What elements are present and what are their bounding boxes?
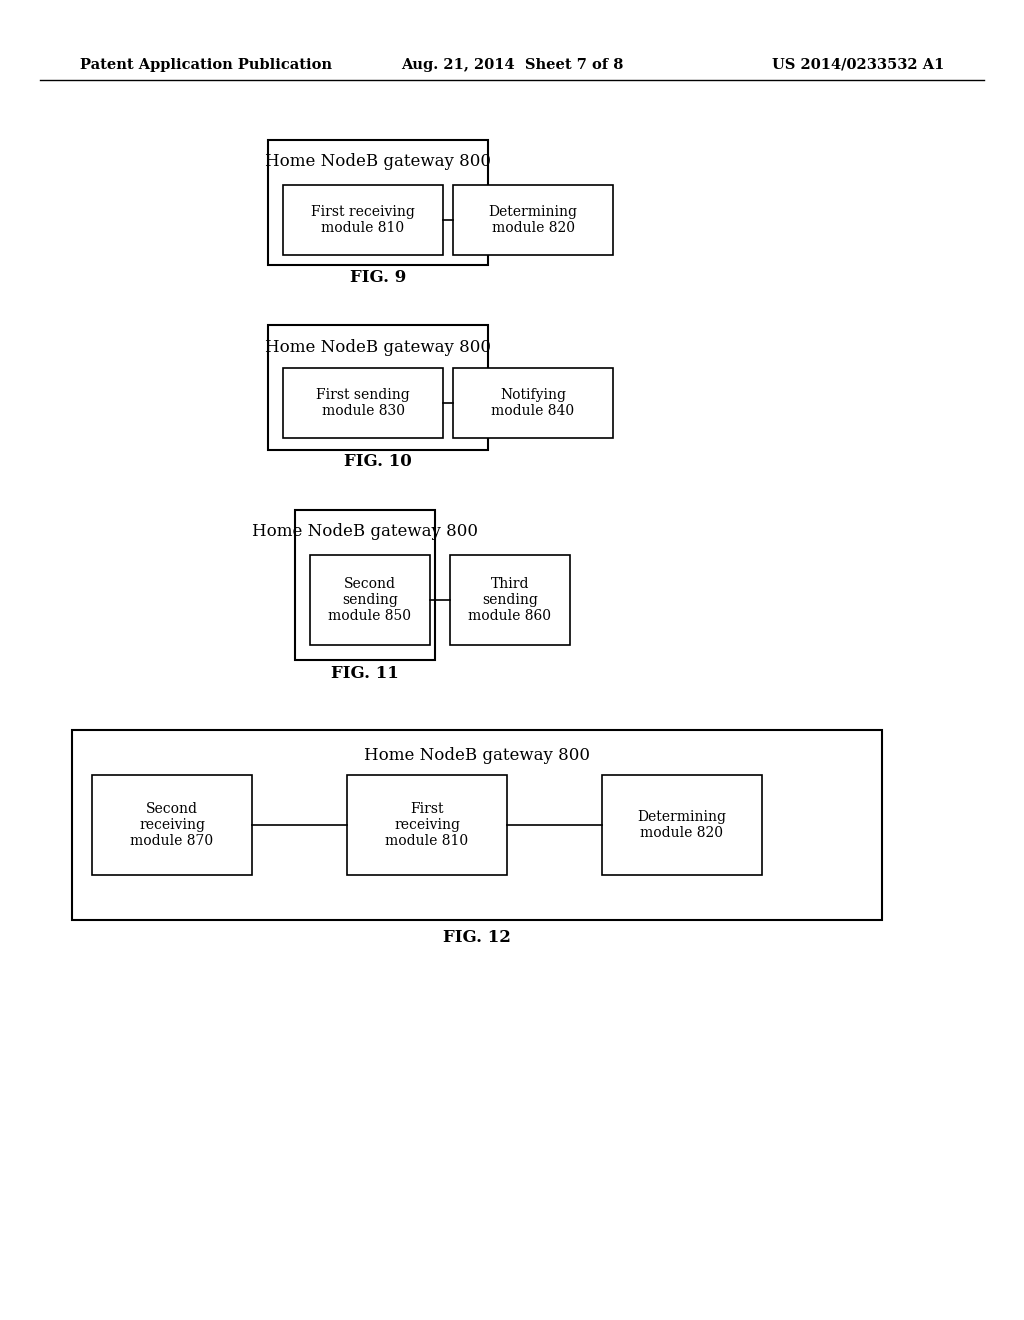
Text: FIG. 9: FIG. 9 — [350, 268, 407, 285]
Bar — [310, 554, 430, 645]
Text: Aug. 21, 2014  Sheet 7 of 8: Aug. 21, 2014 Sheet 7 of 8 — [400, 58, 624, 73]
Bar — [453, 185, 613, 255]
Text: First
receiving
module 810: First receiving module 810 — [385, 801, 469, 849]
Bar — [268, 325, 488, 450]
Text: Home NodeB gateway 800: Home NodeB gateway 800 — [265, 338, 490, 355]
Bar — [450, 554, 570, 645]
Bar — [92, 775, 252, 875]
Text: Notifying
module 840: Notifying module 840 — [492, 388, 574, 418]
Text: Determining
module 820: Determining module 820 — [638, 810, 726, 840]
Text: First receiving
module 810: First receiving module 810 — [311, 205, 415, 235]
Text: Third
sending
module 860: Third sending module 860 — [469, 577, 552, 623]
Bar — [347, 775, 507, 875]
Bar — [268, 140, 488, 265]
Text: FIG. 10: FIG. 10 — [344, 454, 412, 470]
Text: Second
receiving
module 870: Second receiving module 870 — [130, 801, 214, 849]
Bar — [453, 368, 613, 438]
Text: Determining
module 820: Determining module 820 — [488, 205, 578, 235]
Text: First sending
module 830: First sending module 830 — [316, 388, 410, 418]
Bar — [283, 368, 443, 438]
Text: FIG. 11: FIG. 11 — [331, 664, 399, 681]
Text: Home NodeB gateway 800: Home NodeB gateway 800 — [265, 153, 490, 170]
Text: Second
sending
module 850: Second sending module 850 — [329, 577, 412, 623]
Text: Home NodeB gateway 800: Home NodeB gateway 800 — [364, 747, 590, 764]
Bar — [72, 730, 882, 920]
Bar — [295, 510, 435, 660]
Text: FIG. 12: FIG. 12 — [443, 929, 511, 946]
Text: Patent Application Publication: Patent Application Publication — [80, 58, 332, 73]
Text: US 2014/0233532 A1: US 2014/0233532 A1 — [772, 58, 944, 73]
Bar — [283, 185, 443, 255]
Bar — [602, 775, 762, 875]
Text: Home NodeB gateway 800: Home NodeB gateway 800 — [252, 524, 478, 540]
